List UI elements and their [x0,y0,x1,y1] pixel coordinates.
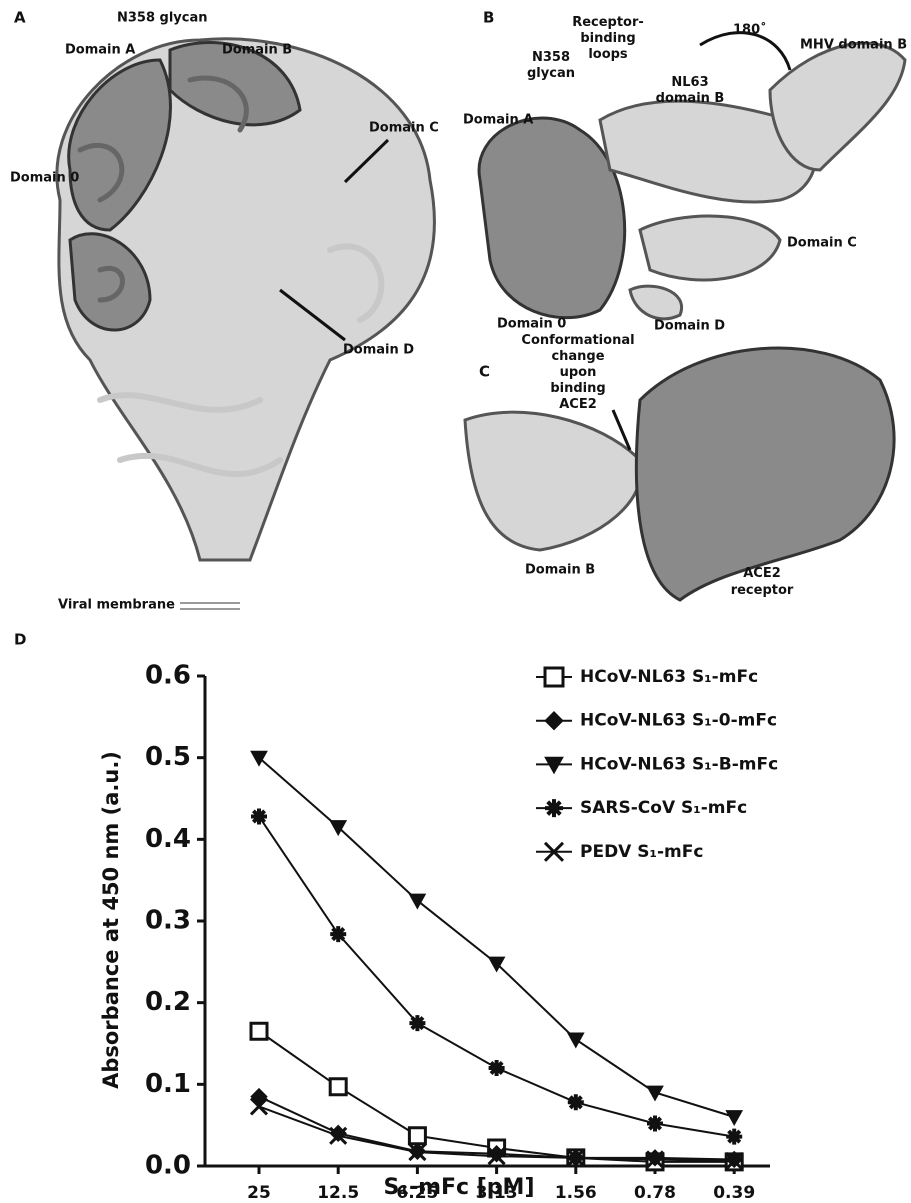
y-tick-label: 0.4 [145,824,191,854]
label: Domain C [787,236,857,251]
y-tick-label: 0.2 [145,987,191,1017]
rotation-arrow [700,33,790,70]
y-tick-label: 0.0 [145,1151,191,1181]
label: 180˚ [733,22,767,38]
legend-marker [545,668,563,686]
label: Viral membrane [58,598,175,613]
data-point [409,894,425,908]
label: Domain 0 [497,317,566,332]
y-axis-title: Absorbance at 450 nm (a.u.) [99,751,123,1089]
x-tick-label: 25 [247,1183,271,1203]
legend-label: PEDV S₁-mFc [580,842,703,862]
legend-label: SARS-CoV S₁-mFc [580,798,747,818]
label: Domain D [343,343,414,358]
x-tick-label: 1.56 [555,1183,597,1203]
y-tick-label: 0.6 [145,661,191,691]
data-point [568,1094,584,1110]
label: MHV domain B [800,38,907,53]
x-tick-label: 0.39 [713,1183,755,1203]
panel-letter: A [14,9,26,27]
data-point [489,1060,505,1076]
x-tick-label: 0.78 [634,1183,676,1203]
label: Domain D [654,319,725,334]
y-tick-label: 0.1 [145,1069,191,1099]
data-point [409,1015,425,1031]
label: Domain B [222,43,292,58]
x-tick-label: 3.13 [476,1183,518,1203]
y-tick-label: 0.5 [145,742,191,772]
data-point [251,1023,267,1039]
data-point [568,1033,584,1047]
data-point [409,1128,425,1144]
panel-letter: D [14,631,26,649]
x-tick-label: 12.5 [317,1183,359,1203]
x-tick-label: 6.25 [396,1183,438,1203]
data-point [726,1129,742,1145]
label: N358 glycan [117,11,208,26]
data-point [647,1116,663,1132]
data-point [330,1079,346,1095]
label: Domain 0 [10,171,79,186]
legend-marker [545,799,563,817]
label: Domain A [463,113,533,128]
panel-letter: C [479,363,490,381]
data-point [251,808,267,824]
label: Domain A [65,43,135,58]
label: Domain B [525,563,595,578]
y-tick-label: 0.3 [145,906,191,936]
legend-label: HCoV-NL63 S₁-mFc [580,667,758,687]
legend-marker [545,712,563,730]
legend-label: HCoV-NL63 S₁-0-mFc [580,711,777,731]
data-point [726,1111,742,1125]
label: Domain C [369,121,439,136]
figure: A N358 glycan Domain A Domain B Domain C… [0,0,911,1203]
legend-label: HCoV-NL63 S₁-B-mFc [580,754,778,774]
data-point [330,926,346,942]
panel-letter: B [483,9,494,27]
